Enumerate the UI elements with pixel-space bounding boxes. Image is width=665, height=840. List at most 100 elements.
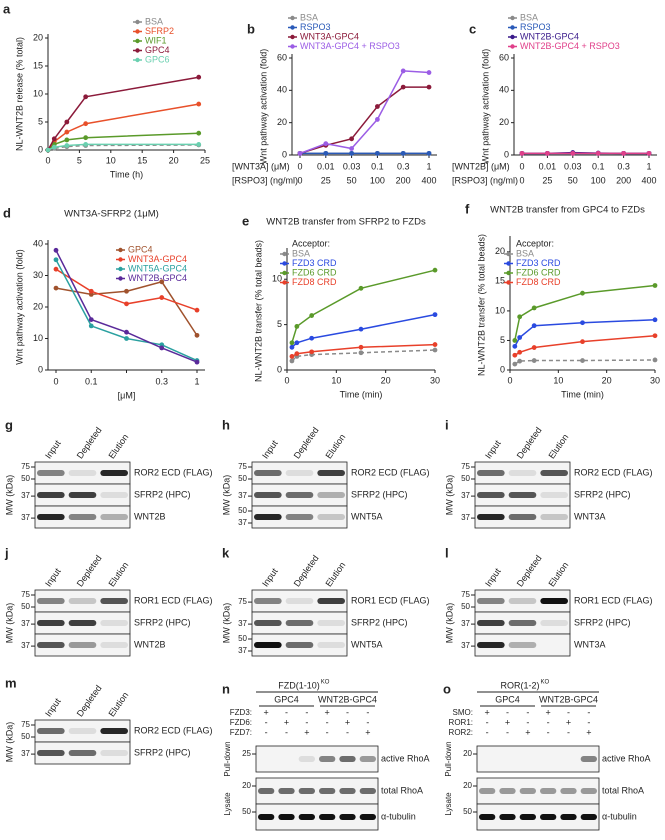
legend-marker xyxy=(118,266,123,272)
band xyxy=(317,514,345,520)
band xyxy=(479,814,496,820)
data-point xyxy=(51,136,57,142)
lane-label: Input xyxy=(260,438,280,461)
panel-label: d xyxy=(3,205,11,220)
condition-label: FZD3: xyxy=(230,708,252,717)
band-label: WNT3A xyxy=(574,639,606,649)
condition-label: ROR2: xyxy=(449,728,473,737)
x-axis-label: [WNT2B] (μM) xyxy=(452,161,510,171)
mw-marker: 37 xyxy=(238,518,247,527)
data-point xyxy=(646,150,652,156)
band xyxy=(477,492,505,498)
panel-label: k xyxy=(222,545,230,560)
group-label: WNT2B-GPC4 xyxy=(318,694,377,704)
data-point xyxy=(512,338,518,343)
data-point xyxy=(53,266,59,272)
x-tick-label: 1 xyxy=(194,376,199,386)
band-label: ROR2 ECD (FLAG) xyxy=(574,467,653,477)
band xyxy=(298,756,315,762)
x-tick-label: 0 xyxy=(297,161,302,171)
band xyxy=(100,750,128,756)
legend-label: FZD8 CRD xyxy=(292,277,337,287)
mw-marker: 75 xyxy=(238,597,247,606)
data-point xyxy=(531,305,537,311)
group-label: GPC4 xyxy=(495,694,520,704)
legend-label: FZD8 CRD xyxy=(516,277,561,287)
condition-sign: - xyxy=(506,727,509,737)
band-label: ROR2 ECD (FLAG) xyxy=(134,467,213,477)
section-label: Pull-down xyxy=(223,741,232,776)
y-tick-label: 20 xyxy=(33,301,43,311)
band xyxy=(298,788,315,794)
y-axis-label: Wnt pathway activation (fold) xyxy=(14,249,24,365)
band xyxy=(508,514,537,520)
band xyxy=(477,598,505,604)
lane-label: Elution xyxy=(546,560,570,588)
x-tick-label: 0.3 xyxy=(397,161,410,171)
series-line xyxy=(514,334,656,356)
x-tick-label: 0 xyxy=(519,161,524,171)
band xyxy=(285,470,314,476)
condition-sign: + xyxy=(345,717,350,727)
data-point xyxy=(309,313,315,318)
mw-marker: 37 xyxy=(238,619,247,628)
y-tick-label: 0 xyxy=(38,364,43,374)
mw-marker: 20 xyxy=(463,749,472,758)
band xyxy=(100,470,128,476)
condition-label: FZD7: xyxy=(230,728,252,737)
legend-label: BSA xyxy=(145,16,163,26)
legend-marker xyxy=(510,25,515,30)
band xyxy=(254,492,282,498)
mw-marker: 37 xyxy=(461,491,470,500)
y-tick-label: 60 xyxy=(277,52,287,62)
band xyxy=(477,514,505,520)
data-point xyxy=(621,150,626,156)
band-label: α-tubulin xyxy=(602,811,637,821)
x-tick-label: 0.03 xyxy=(564,161,582,171)
lane-label: Depleted xyxy=(75,683,104,718)
data-point xyxy=(297,150,303,156)
data-point xyxy=(294,340,300,346)
band xyxy=(278,814,295,820)
blot-frame xyxy=(255,803,379,831)
condition-sign: + xyxy=(264,707,269,717)
data-point xyxy=(196,74,202,80)
mw-marker: 37 xyxy=(461,619,470,628)
band xyxy=(37,750,65,756)
band xyxy=(508,470,537,476)
data-point xyxy=(349,146,354,151)
y-tick-label: 10 xyxy=(33,333,43,343)
blot-frame xyxy=(476,803,600,831)
x-tick-label: 100 xyxy=(591,175,606,185)
x-tick-label: 0.3 xyxy=(155,376,168,386)
band xyxy=(285,620,314,626)
data-point xyxy=(531,323,537,329)
data-point xyxy=(289,358,295,364)
band-label: WNT5A xyxy=(351,511,383,521)
band xyxy=(508,620,537,626)
data-point xyxy=(432,347,438,353)
mw-marker: 50 xyxy=(238,474,247,483)
group-label: WNT2B-GPC4 xyxy=(539,694,598,704)
data-point xyxy=(580,290,585,296)
band xyxy=(477,620,505,626)
x-tick-label: 0.1 xyxy=(85,376,98,386)
y-tick-label: 15 xyxy=(33,60,43,70)
legend-label: BSA xyxy=(520,12,538,22)
blot-frame xyxy=(476,777,600,805)
band xyxy=(319,814,336,820)
mw-marker: 50 xyxy=(461,602,470,611)
data-point xyxy=(124,301,129,307)
band xyxy=(580,788,597,794)
band-label: ROR2 ECD (FLAG) xyxy=(134,725,213,735)
band xyxy=(254,470,282,476)
legend-marker xyxy=(506,280,511,285)
mw-axis-label: MW (kDa) xyxy=(4,475,14,516)
panel-label: l xyxy=(445,545,449,560)
mw-marker: 50 xyxy=(461,474,470,483)
panel-label: a xyxy=(3,1,11,16)
legend-label: BSA xyxy=(300,12,318,22)
mw-axis-label: MW (kDa) xyxy=(444,603,454,644)
data-point xyxy=(64,119,70,125)
legend-marker xyxy=(135,48,140,53)
